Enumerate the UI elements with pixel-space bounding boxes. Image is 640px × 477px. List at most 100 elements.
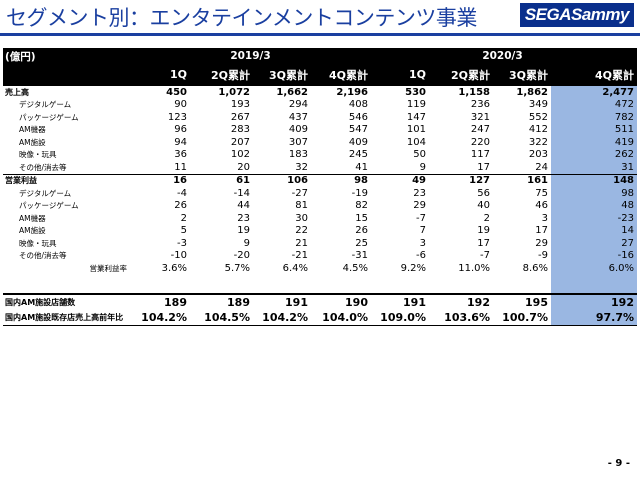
table-cell: 104 bbox=[406, 136, 426, 148]
table-cell: 419 bbox=[551, 136, 637, 149]
table-cell: 9.2% bbox=[400, 262, 426, 274]
table-cell: 17 bbox=[477, 161, 490, 173]
spacer-cell bbox=[493, 284, 551, 294]
table-cell: 207 bbox=[230, 136, 250, 148]
table-cell: 49 bbox=[371, 173, 429, 187]
table-row: 映像・玩具 36 102 183 245 50 117 203 262 bbox=[3, 148, 637, 161]
page-title: セグメント別：エンタテインメントコンテンツ事業 bbox=[6, 6, 477, 30]
table-cell: 29 bbox=[413, 200, 426, 212]
table-cell: 1,158 bbox=[429, 85, 493, 99]
spacer-cell bbox=[429, 284, 493, 294]
table-cell: 30 bbox=[295, 212, 308, 224]
table-cell: -3 bbox=[177, 237, 187, 249]
table-cell: 98 bbox=[551, 187, 637, 200]
table-cell: 96 bbox=[174, 124, 187, 136]
kpi-cell: 109.0% bbox=[371, 309, 429, 326]
spacer-cell bbox=[190, 284, 253, 294]
row-label: パッケージゲーム bbox=[19, 112, 79, 122]
table-cell: 17 bbox=[477, 237, 490, 249]
kpi-cell: 189 bbox=[133, 292, 190, 310]
kpi-cell: 189 bbox=[190, 292, 253, 310]
table-cell: 32 bbox=[295, 161, 308, 173]
row-label: 営業利益 bbox=[3, 173, 133, 187]
kpi-row: 国内AM施設既存店売上高前年比 104.2% 104.5% 104.2% 104.0% 1… bbox=[3, 309, 637, 326]
table-cell: 106 bbox=[253, 173, 311, 187]
kpi-cell: 104.0% bbox=[311, 309, 371, 326]
row-label: AM施設 bbox=[19, 226, 46, 236]
kpi-cell: 191 bbox=[253, 292, 311, 310]
column-header: 2Q累計 bbox=[190, 64, 253, 86]
table-cell: 409 bbox=[348, 136, 368, 148]
table-cell: -31 bbox=[351, 250, 368, 262]
table-cell: 1,072 bbox=[190, 85, 253, 99]
table-row: AM機器 2 23 30 15 -7 2 3 -23 bbox=[3, 212, 637, 225]
table-cell: 127 bbox=[429, 173, 493, 187]
kpi-cell: 104.2% bbox=[133, 309, 190, 326]
table-row: 営業利益 16 61 106 98 49 127 161 148 bbox=[3, 173, 637, 187]
table-cell: 9 bbox=[243, 237, 250, 249]
table-cell: 40 bbox=[477, 200, 490, 212]
table-cell: -21 bbox=[291, 250, 308, 262]
table-cell: -23 bbox=[551, 212, 637, 225]
table-cell: 16 bbox=[133, 173, 190, 187]
table-cell: 27 bbox=[551, 237, 637, 250]
kpi-cell: 104.5% bbox=[190, 309, 253, 326]
kpi-row: 国内AM施設店舗数 189 189 191 190 191 192 195 192 bbox=[3, 292, 637, 310]
table-row: その他/消去等 -10 -20 -21 -31 -6 -7 -9 -16 bbox=[3, 249, 637, 262]
table-header-years: (億円) 2019/3 2020/3 bbox=[3, 48, 637, 64]
table-cell: 220 bbox=[470, 136, 490, 148]
table-cell: 19 bbox=[477, 225, 490, 237]
table-cell: 25 bbox=[355, 237, 368, 249]
table-cell: 81 bbox=[295, 200, 308, 212]
table-cell: 46 bbox=[535, 200, 548, 212]
table-cell: 24 bbox=[535, 161, 548, 173]
table-cell: 547 bbox=[348, 124, 368, 136]
title-rule bbox=[0, 33, 640, 36]
kpi-label: 国内AM施設店舗数 bbox=[3, 292, 133, 310]
table-cell: 50 bbox=[413, 149, 426, 161]
table-cell: 546 bbox=[348, 111, 368, 123]
spacer-cell bbox=[371, 284, 429, 294]
table-cell: 193 bbox=[230, 99, 250, 111]
table-cell: 29 bbox=[535, 237, 548, 249]
table-cell: 36 bbox=[174, 149, 187, 161]
table-cell: 2,196 bbox=[311, 85, 371, 99]
table-cell: 3 bbox=[541, 212, 548, 224]
table-cell: 1,662 bbox=[253, 85, 311, 99]
column-header: 1Q bbox=[371, 64, 429, 86]
table-cell: 236 bbox=[470, 99, 490, 111]
spacer-cell bbox=[311, 275, 371, 284]
spacer-cell bbox=[311, 284, 371, 294]
table-cell: 349 bbox=[528, 99, 548, 111]
table-cell: 3.6% bbox=[161, 262, 187, 274]
table-cell: 22 bbox=[295, 225, 308, 237]
table-cell: 26 bbox=[174, 200, 187, 212]
table-cell: 3 bbox=[419, 237, 426, 249]
table-cell: 262 bbox=[551, 148, 637, 161]
spacer-cell bbox=[3, 275, 133, 284]
table-cell: 307 bbox=[288, 136, 308, 148]
table-cell: 23 bbox=[413, 187, 426, 199]
unit-label: (億円) bbox=[3, 48, 133, 64]
spacer-cell bbox=[133, 284, 190, 294]
table-cell: 98 bbox=[311, 173, 371, 187]
table-cell: 6.0% bbox=[551, 262, 637, 275]
table-cell: 530 bbox=[371, 85, 429, 99]
spacer-cell bbox=[551, 283, 637, 294]
table-cell: 119 bbox=[406, 99, 426, 111]
table-cell: -7 bbox=[480, 250, 490, 262]
table-cell: -19 bbox=[351, 187, 368, 199]
table-cell: 11.0% bbox=[458, 262, 490, 274]
row-label: AM施設 bbox=[19, 137, 46, 147]
table-row: 営業利益率 3.6% 5.7% 6.4% 4.5% 9.2% 11.0% 8.6% 6.0% bbox=[3, 262, 637, 275]
column-header: 3Q累計 bbox=[253, 64, 311, 86]
row-label: 営業利益率 bbox=[89, 263, 128, 273]
table-row: 映像・玩具 -3 9 21 25 3 17 29 27 bbox=[3, 237, 637, 250]
table-cell: 4.5% bbox=[342, 262, 368, 274]
table-row: デジタルゲーム 90 193 294 408 119 236 349 472 bbox=[3, 98, 637, 111]
table-cell: 412 bbox=[528, 124, 548, 136]
table-cell: 61 bbox=[190, 173, 253, 187]
table-cell: 161 bbox=[493, 173, 551, 187]
table-cell: 48 bbox=[551, 199, 637, 212]
table-cell: 20 bbox=[237, 161, 250, 173]
